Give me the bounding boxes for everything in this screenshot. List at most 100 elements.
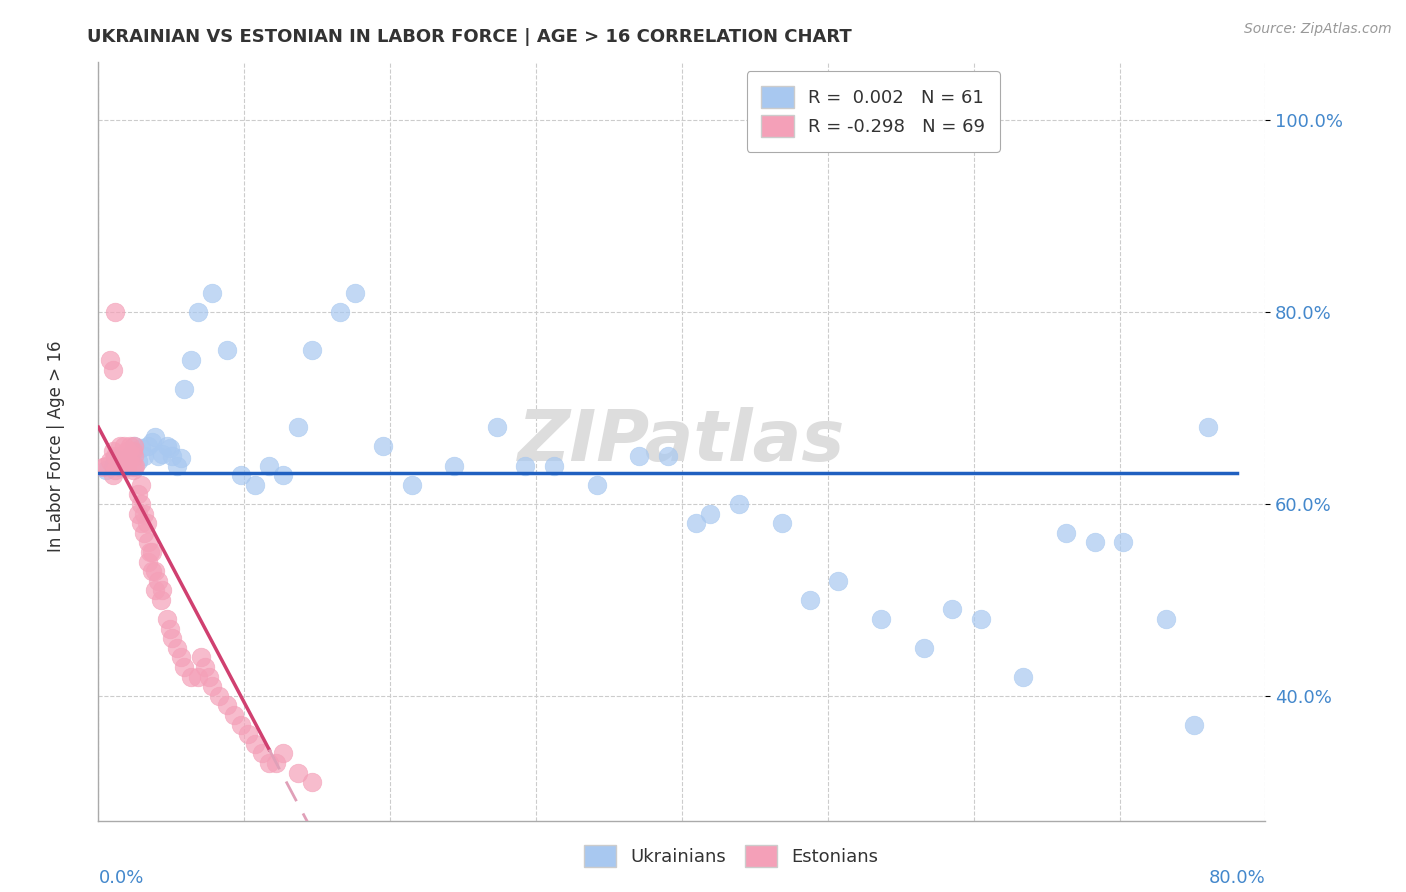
Point [257,458,280,473]
Point [136,535,159,549]
Point [118,449,141,463]
Point [215,698,238,713]
Point [115,444,138,458]
Point [156,612,179,626]
Point [250,747,273,761]
Point [770,516,793,530]
Point [101,458,124,473]
Point [127,487,149,501]
Point [166,640,188,655]
Point [201,679,224,693]
Point [115,454,138,468]
Point [122,449,145,463]
Point [132,525,155,540]
Point [121,463,143,477]
Point [108,439,131,453]
Point [190,650,212,665]
Point [727,497,749,511]
Point [156,439,179,453]
Point [152,583,174,598]
Point [170,650,193,665]
Point [91,460,114,475]
Point [138,545,160,559]
Point [162,632,184,646]
Point [1154,612,1177,626]
Point [187,670,209,684]
Point [827,574,849,588]
Point [108,460,131,475]
Point [1012,670,1035,684]
Point [515,458,537,473]
Point [104,305,127,319]
Point [112,457,135,471]
Point [129,497,152,511]
Point [122,444,145,458]
Point [121,444,143,458]
Point [198,670,221,684]
Point [115,450,138,465]
Point [628,449,651,463]
Point [243,737,266,751]
Point [371,439,394,453]
Point [152,447,174,461]
Point [101,468,124,483]
Point [912,640,935,655]
Point [1112,535,1135,549]
Point [98,353,121,368]
Point [129,477,152,491]
Point [585,477,607,491]
Point [699,507,721,521]
Point [127,507,149,521]
Point [101,444,124,458]
Point [135,516,157,530]
Point [187,305,209,319]
Text: UKRAINIAN VS ESTONIAN IN LABOR FORCE | AGE > 16 CORRELATION CHART: UKRAINIAN VS ESTONIAN IN LABOR FORCE | A… [87,28,852,45]
Point [941,602,963,616]
Point [170,450,193,465]
Point [141,545,163,559]
Text: ZIPatlas: ZIPatlas [519,407,845,476]
Legend: R =  0.002   N = 61, R = -0.298   N = 69: R = 0.002 N = 61, R = -0.298 N = 69 [747,71,1000,152]
Point [136,554,159,568]
Point [122,439,145,453]
Point [143,583,166,598]
Point [273,747,295,761]
Point [301,775,323,789]
Point [101,362,124,376]
Point [1084,535,1107,549]
Legend: Ukrainians, Estonians: Ukrainians, Estonians [576,838,886,874]
Point [166,458,188,473]
Point [201,285,224,300]
Point [301,343,323,358]
Point [799,593,821,607]
Point [132,507,155,521]
Point [229,468,252,483]
Point [141,564,163,578]
Point [243,477,266,491]
Point [443,458,465,473]
Point [136,439,159,453]
Point [132,449,155,463]
Point [143,430,166,444]
Point [236,727,259,741]
Point [401,477,423,491]
Point [1054,525,1077,540]
Text: In Labor Force | Age > 16: In Labor Force | Age > 16 [48,340,65,552]
Point [98,454,121,468]
Point [657,449,679,463]
Text: Source: ZipAtlas.com: Source: ZipAtlas.com [1244,22,1392,37]
Point [112,449,135,463]
Point [215,343,238,358]
Point [104,463,127,477]
Point [162,449,184,463]
Point [148,449,170,463]
Point [159,442,181,456]
Point [343,285,366,300]
Point [222,708,245,723]
Point [122,460,145,475]
Point [127,454,149,468]
Point [870,612,893,626]
Point [180,353,202,368]
Text: 80.0%: 80.0% [1209,869,1265,887]
Point [115,460,138,475]
